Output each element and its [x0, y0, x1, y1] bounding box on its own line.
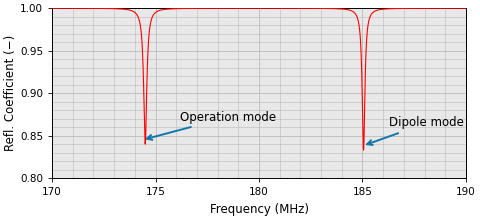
Y-axis label: Refl. Coefficient (−): Refl. Coefficient (−) — [4, 35, 17, 151]
Text: Operation mode: Operation mode — [147, 110, 276, 140]
X-axis label: Frequency (MHz): Frequency (MHz) — [210, 203, 309, 216]
Text: Dipole mode: Dipole mode — [367, 116, 464, 145]
